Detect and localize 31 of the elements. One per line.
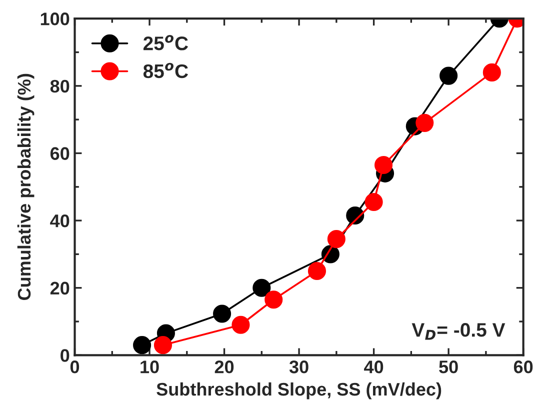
y-tick-label: 0 (60, 349, 70, 362)
point (264, 290, 283, 309)
point (213, 304, 232, 323)
y-tick-label: 40 (50, 214, 70, 228)
point (416, 114, 434, 132)
point (364, 193, 383, 212)
y-tick-label: 80 (50, 80, 70, 93)
x-tick-label: 0 (70, 360, 80, 374)
x-tick-label: 10 (140, 360, 159, 374)
y-axis-title: Cumulative probability (%) (17, 74, 34, 300)
point (232, 316, 250, 334)
point (154, 336, 172, 354)
y-tick-label: 20 (50, 282, 70, 295)
point (252, 278, 271, 297)
legend-label: 85$^{o}$C (143, 62, 188, 78)
x-tick-label: 30 (289, 360, 308, 374)
y-tick-label: 100 (40, 12, 70, 26)
point (133, 336, 152, 354)
point (374, 156, 393, 174)
x-tick-label: 20 (214, 360, 234, 374)
annotation: V$_{D}$= -0.5 V (412, 323, 506, 340)
x-tick-label: 50 (439, 360, 458, 374)
x-axis-title: Subthreshold Slope, SS (mV/dec) (156, 382, 442, 400)
point (327, 230, 346, 248)
y-tick-label: 60 (50, 147, 70, 160)
x-tick-label: 60 (514, 360, 533, 374)
point (482, 63, 501, 82)
x-tick-label: 40 (364, 360, 384, 374)
point (308, 262, 326, 280)
legend-label: 25$^{o}$C (143, 35, 188, 50)
point (440, 66, 458, 85)
